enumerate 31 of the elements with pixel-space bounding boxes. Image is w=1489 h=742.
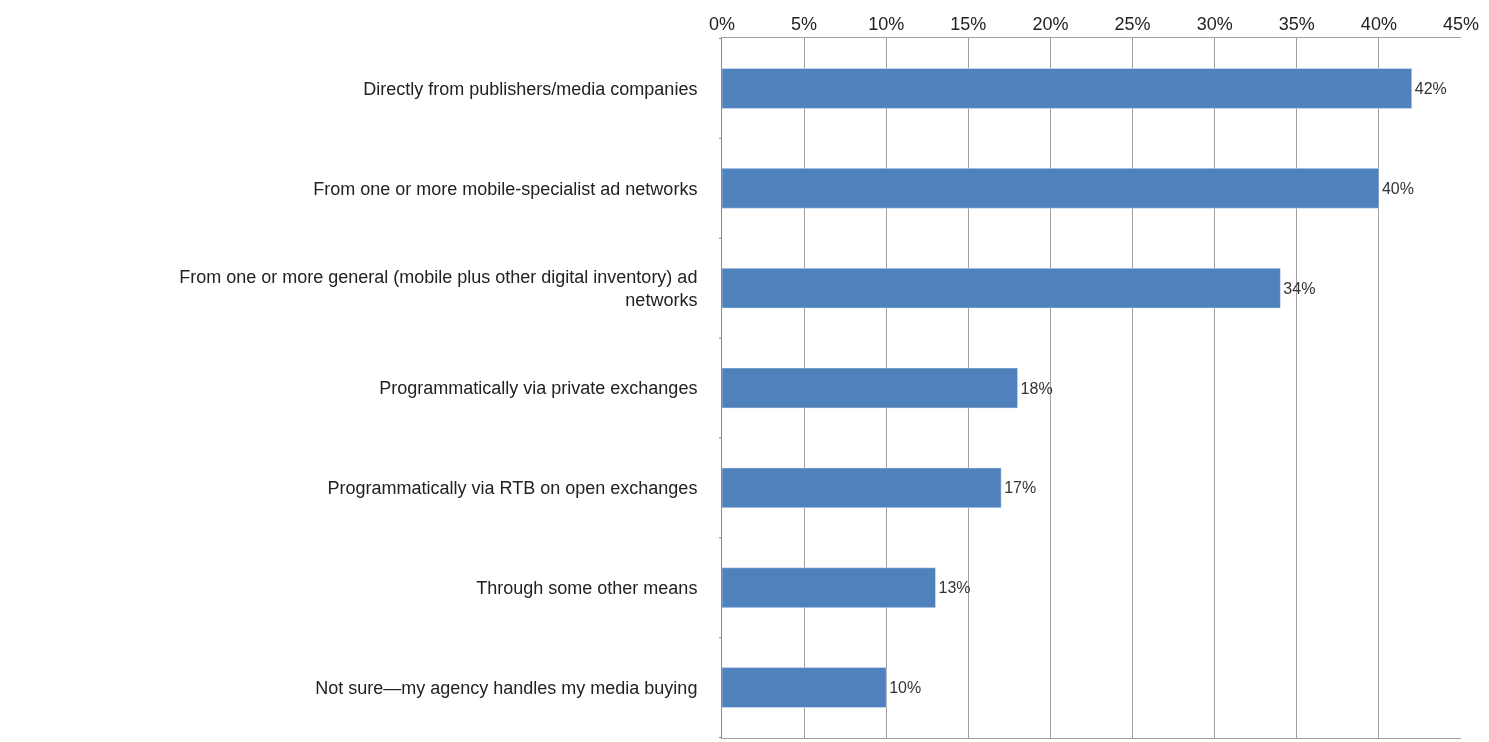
- x-tick-label: 20%: [1032, 13, 1069, 34]
- bar: [722, 267, 1281, 309]
- bar: [722, 667, 887, 708]
- x-tick-label: 30%: [1196, 13, 1233, 34]
- x-tick-label: 35%: [1278, 13, 1315, 34]
- data-label: 17%: [1004, 479, 1037, 497]
- bar: [722, 467, 1002, 509]
- x-tick-label: 5%: [791, 13, 818, 34]
- x-tick-label: 10%: [868, 13, 905, 34]
- data-label: 10%: [889, 679, 922, 697]
- data-label: 18%: [1020, 379, 1053, 397]
- y-tick-label: Programmatically via RTB on open exchanges: [327, 478, 698, 499]
- data-label: 13%: [938, 579, 971, 597]
- data-label: 40%: [1381, 179, 1414, 197]
- y-tick-label: From one or more mobile-specialist ad networks: [313, 178, 698, 199]
- data-label: 34%: [1283, 279, 1316, 297]
- bar: [722, 168, 1380, 209]
- x-tick-label: 40%: [1360, 13, 1397, 34]
- bar: [722, 567, 936, 608]
- y-tick-label: Directly from publishers/media companies: [363, 78, 698, 99]
- y-tick-label: Not sure—my agency handles my media buying: [315, 677, 698, 698]
- data-label: 42%: [1414, 79, 1447, 97]
- x-tick-label: 15%: [950, 13, 987, 34]
- bar: [722, 367, 1018, 409]
- y-tick-label: Programmatically via private exchanges: [379, 378, 698, 399]
- x-tick-label: 45%: [1442, 13, 1480, 34]
- y-tick-label: From one or more general (mobile plus other digital inventory) ad networks: [179, 266, 698, 311]
- x-tick-label: 25%: [1114, 13, 1151, 34]
- y-tick-label: Through some other means: [476, 578, 698, 599]
- bar: [722, 68, 1412, 109]
- x-tick-label: 0%: [708, 13, 736, 34]
